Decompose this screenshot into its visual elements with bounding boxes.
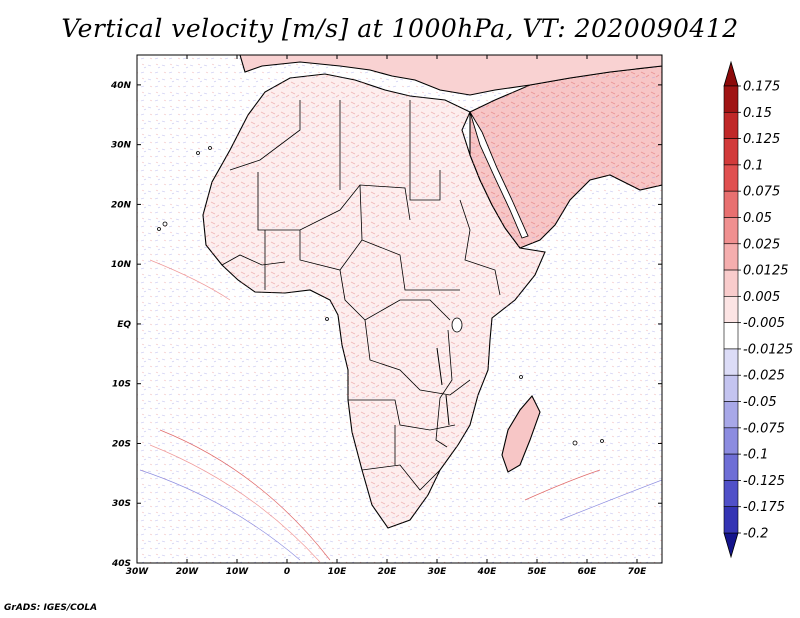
map-border (136, 54, 663, 564)
x-tick-label: 10E (328, 567, 348, 577)
y-tick-label: 10S (112, 380, 131, 390)
colorbar-label: -0.2 (743, 527, 768, 542)
colorbar-swatch (723, 190, 739, 218)
y-tick-label: 20N (111, 200, 132, 210)
colorbar-label: -0.075 (743, 421, 785, 436)
colorbar-label: 0.15 (743, 106, 772, 121)
colorbar-label: 0.1 (743, 158, 764, 173)
country-borders (221, 100, 501, 491)
colorbar-swatch (723, 480, 739, 508)
colorbar-label: 0.05 (743, 211, 772, 226)
y-tick-label: 40S (111, 559, 131, 569)
colorbar-label: -0.005 (743, 316, 785, 331)
colorbar-swatch (723, 506, 739, 534)
x-tick-label: 0 (284, 567, 290, 577)
colorbar-swatch (723, 322, 739, 350)
y-tick-label: 30N (111, 141, 132, 151)
colorbar: 0.175 0.15 0.125 0.1 0.075 0.05 0.025 0.0125 0.0… (723, 60, 793, 559)
colorbar-label: -0.0125 (743, 342, 793, 357)
x-tick-label: 40E (477, 567, 498, 577)
red-sea (469, 111, 529, 239)
colorbar-label: -0.125 (743, 474, 785, 489)
rift-lakes (436, 347, 450, 426)
colorbar-swatch (723, 453, 739, 481)
colorbar-swatch (723, 401, 739, 429)
y-tick-label: EQ (117, 320, 131, 330)
colorbar-label: 0.005 (743, 290, 780, 305)
lake-victoria (451, 317, 463, 333)
colorbar-label: 0.0125 (743, 264, 789, 279)
colorbar-swatch (723, 138, 739, 166)
y-tick-label: 20S (112, 439, 131, 449)
x-tick-label: 50E (528, 567, 548, 577)
colorbar-label: 0.025 (743, 237, 780, 252)
colorbar-top-arrow (723, 60, 739, 87)
colorbar-swatch (723, 269, 739, 297)
ocean-streaks (139, 259, 662, 563)
x-tick-label: 70E (628, 567, 648, 577)
colorbar-swatch (723, 243, 739, 271)
colorbar-label: -0.175 (743, 500, 785, 515)
islands (157, 146, 604, 446)
colorbar-label: -0.05 (743, 395, 777, 410)
x-tick-label: 20E (378, 567, 398, 577)
map-field (137, 55, 662, 563)
colorbar-swatch (723, 217, 739, 245)
colorbar-swatch (723, 374, 739, 402)
colorbar-swatch (723, 427, 739, 455)
x-tick-label: 20W (176, 567, 200, 577)
colorbar-swatch (723, 296, 739, 323)
africa-field-texture (203, 74, 545, 528)
colorbar-swatch (723, 85, 739, 113)
colorbar-swatch (723, 348, 739, 376)
colorbar-label: 0.175 (743, 80, 780, 95)
y-tick-label: 40N (110, 81, 132, 91)
y-tick-label: 30S (112, 499, 131, 509)
arabia-field-texture (470, 66, 662, 248)
map-axes: 30W 20W 10W 0 10E 20E 30E 40E 50E 60E 70E 40N 30N 20N… (110, 55, 662, 577)
colorbar-swatch (723, 111, 739, 139)
colorbar-label: -0.025 (743, 369, 785, 384)
x-tick-label: 30E (428, 567, 448, 577)
colorbar-swatch (723, 164, 739, 192)
credit-text: GrADS: IGES/COLA (4, 603, 98, 613)
europe-landmass (239, 55, 662, 96)
colorbar-label: 0.075 (743, 185, 780, 200)
x-tick-label: 30W (126, 567, 150, 577)
colorbar-label: -0.1 (743, 448, 768, 463)
colorbar-label: 0.125 (743, 132, 780, 147)
y-tick-label: 10N (111, 260, 132, 270)
madagascar (501, 395, 541, 473)
x-tick-label: 10W (226, 567, 250, 577)
chart-title: Vertical velocity [m/s] at 1000hPa, VT: … (61, 14, 739, 43)
x-tick-label: 60E (578, 567, 598, 577)
colorbar-bottom-arrow (723, 532, 739, 559)
